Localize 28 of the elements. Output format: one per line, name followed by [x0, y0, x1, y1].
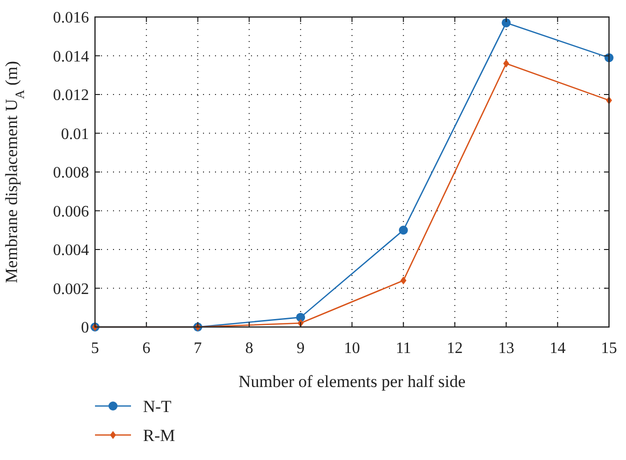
y-tick-label: 0.006: [53, 203, 89, 220]
legend-label: N-T: [143, 396, 172, 416]
x-tick-label: 7: [194, 340, 202, 357]
x-tick-label: 15: [601, 340, 617, 357]
point: [502, 18, 511, 28]
y-tick-label: 0.01: [61, 126, 89, 143]
x-tick-label: 8: [245, 340, 254, 357]
x-tick-label: 12: [446, 340, 463, 357]
point: [503, 60, 510, 68]
y-tick-label: 0.002: [53, 280, 89, 298]
x-tick-label: 10: [344, 340, 360, 357]
x-tick-label: 13: [498, 340, 514, 357]
legend-label: R-M: [143, 426, 176, 445]
x-tick-label: 14: [550, 340, 566, 357]
point: [400, 276, 406, 284]
y-tick-label: 0.008: [53, 164, 89, 182]
x-tick-label: 6: [142, 340, 150, 357]
point: [398, 226, 408, 235]
x-tick-label: 5: [91, 340, 99, 357]
y-tick-label: 0.016: [53, 10, 89, 27]
point: [296, 312, 306, 322]
x-axis-title: Number of elements per half side: [238, 372, 466, 391]
y-tick-label: 0.004: [53, 242, 89, 260]
y-tick-label: 0.014: [53, 48, 89, 66]
y-tick-label: 0: [81, 320, 89, 337]
y-tick-label: 0.012: [53, 87, 89, 104]
x-tick-label: 9: [296, 340, 305, 357]
x-tick-label: 11: [396, 340, 412, 357]
